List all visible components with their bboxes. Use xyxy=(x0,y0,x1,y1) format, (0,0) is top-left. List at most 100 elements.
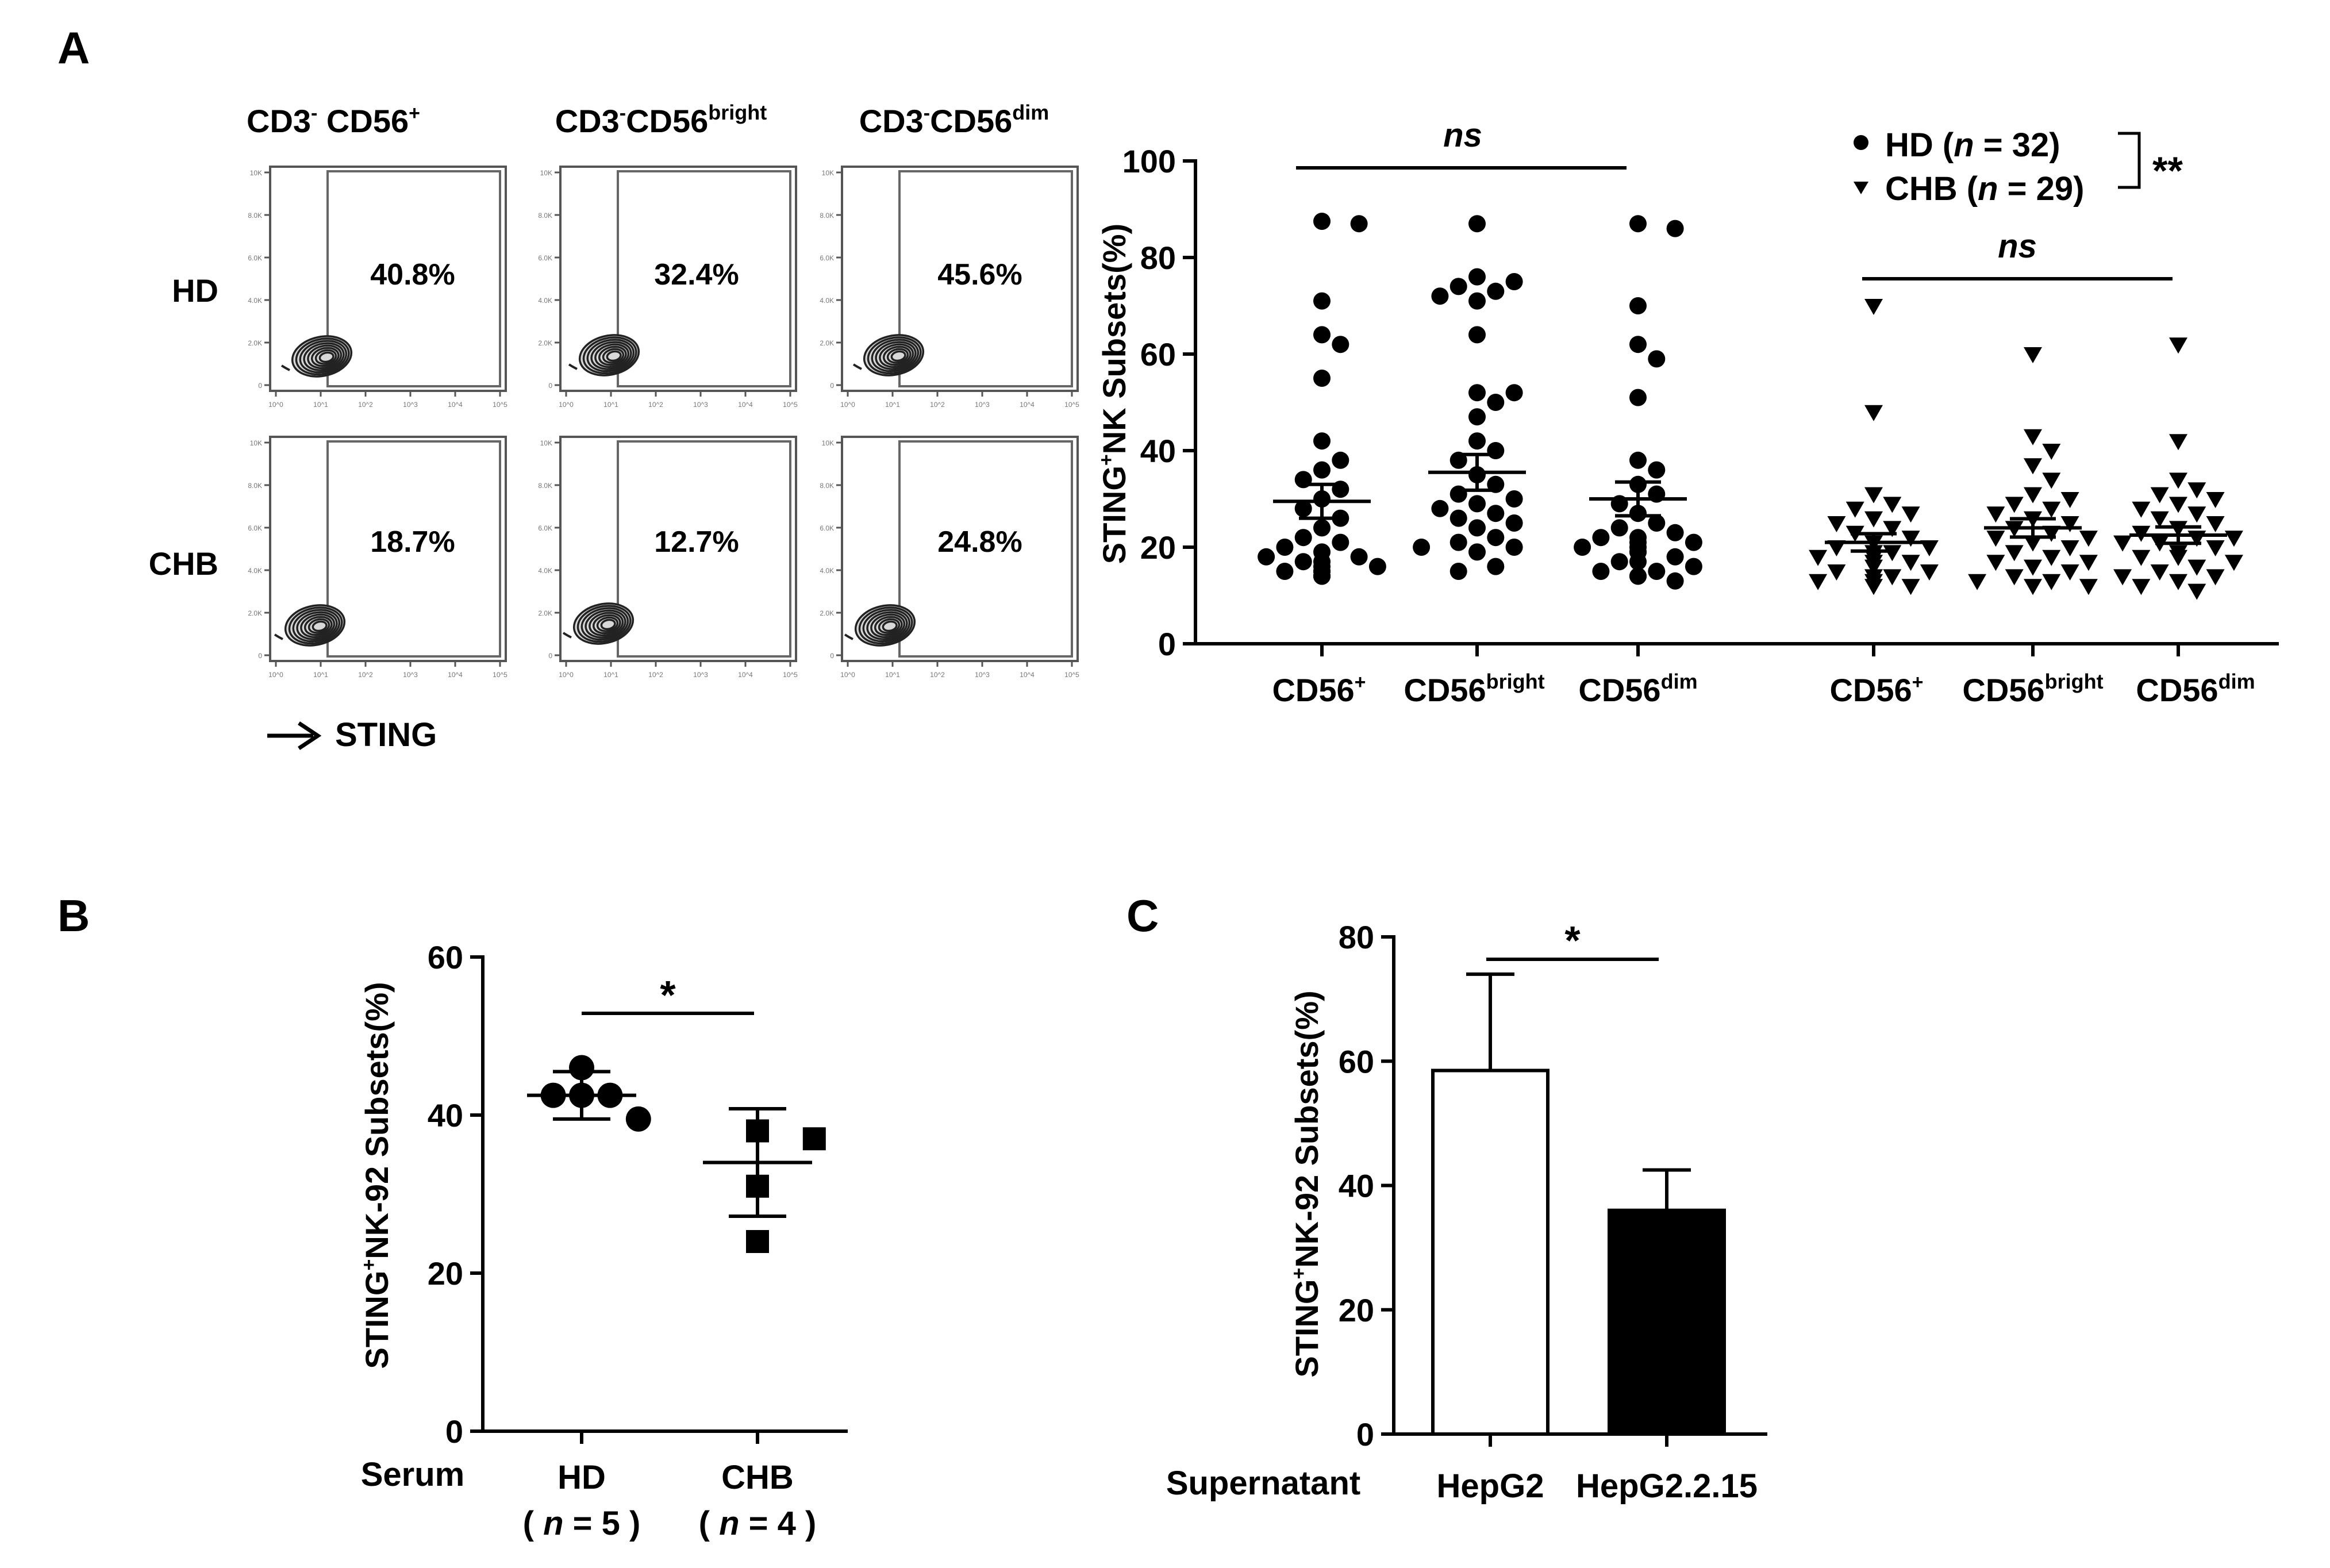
chart-a-hd-point xyxy=(1449,563,1467,580)
flow-x-tick-label: 10^3 xyxy=(693,671,708,679)
chart-a-hd-point xyxy=(1629,389,1647,406)
chart-a-chb-point xyxy=(2060,516,2079,532)
flow-y-tick-label: 8.0K xyxy=(248,482,262,490)
flow-gate xyxy=(898,170,1073,387)
legend-hd-marker xyxy=(1854,135,1868,150)
flow-y-tick-label: 0 xyxy=(830,652,834,660)
flow-contour xyxy=(852,334,925,376)
flow-x-tick-label: 10^2 xyxy=(648,401,663,409)
flow-contour xyxy=(568,334,640,376)
chart-a-hd-point xyxy=(1294,529,1312,547)
chart-a-hd-point xyxy=(1666,572,1684,590)
chart-c-y-tick-label: 60 xyxy=(1339,1043,1374,1079)
flow-x-tick-label: 10^4 xyxy=(738,401,753,409)
flow-y-tick-label: 8.0K xyxy=(538,212,552,220)
chart-c-bar-hepg2 xyxy=(1431,1069,1550,1436)
chart-a-chb-point xyxy=(2187,482,2206,499)
flow-y-tick-label: 6.0K xyxy=(538,254,552,262)
flow-percentage: 24.8% xyxy=(937,525,1022,559)
flow-x-tick-label: 10^5 xyxy=(1064,671,1079,679)
chart-a-chb-point xyxy=(1827,516,1846,532)
chart-a-chb-point xyxy=(1920,540,1939,556)
flow-plot-frame xyxy=(559,166,797,392)
chart-a-chb-point xyxy=(1901,506,1920,523)
flow-x-tick-label: 10^4 xyxy=(448,671,463,679)
chart-a-chb-point xyxy=(2024,347,2042,363)
chart-a-y-tick-label: 0 xyxy=(1158,626,1176,662)
flow-y-tick-label: 10K xyxy=(822,169,834,177)
flow-x-tick-label: 10^4 xyxy=(738,671,753,679)
chart-a-chb-point xyxy=(2150,487,2169,504)
chart-a-hd-point xyxy=(1505,273,1523,290)
flow-x-tick-label: 10^3 xyxy=(403,671,418,679)
chart-a-chb-point xyxy=(2060,540,2079,556)
chart-a-chb-point xyxy=(2042,549,2061,566)
chart-a-scatter: 0 20 40 60 80 100 xyxy=(1122,143,2279,662)
flow-column-header-cd56: CD3- CD56+ xyxy=(247,102,420,139)
chart-a-hd-point xyxy=(1313,461,1331,479)
chart-a-hd-point xyxy=(1350,215,1368,233)
chart-a-chb-point xyxy=(1845,501,1864,518)
chart-a-chb-point xyxy=(1827,540,1846,556)
chart-b-chb-point xyxy=(802,1127,826,1151)
flow-contour xyxy=(562,602,635,645)
flow-x-tick-label: 10^5 xyxy=(783,401,798,409)
sting-axis-label: STING xyxy=(335,716,437,754)
chart-a-chb-point xyxy=(2024,458,2042,475)
chart-b-chb-point xyxy=(746,1230,769,1253)
flow-plot-frame xyxy=(841,436,1079,662)
chart-a-chb-point xyxy=(2224,555,2243,571)
flow-y-tick-label: 0 xyxy=(548,652,552,660)
flow-plot-frame xyxy=(841,166,1079,392)
flow-x-tick-label: 10^5 xyxy=(1064,401,1079,409)
flow-y-tick-label: 2.0K xyxy=(820,339,834,347)
chart-a-hd-point xyxy=(1505,490,1523,508)
flow-column-header-cd56bright: CD3-CD56bright xyxy=(555,101,767,139)
flow-x-tick-label: 10^1 xyxy=(885,401,900,409)
chart-a-hd-point xyxy=(1629,567,1647,585)
chart-a-hd-point xyxy=(1468,268,1486,286)
chart-b-row-label: Serum xyxy=(361,1456,465,1493)
chart-a-chb-point xyxy=(1864,405,1883,421)
chart-b-group-n-hd: ( n = 5 ) xyxy=(523,1505,641,1542)
flow-y-tick-label: 0 xyxy=(830,382,834,390)
chart-a-hd-point xyxy=(1648,350,1666,368)
flow-y-tick-label: 0 xyxy=(258,652,262,660)
flow-y-tick-label: 6.0K xyxy=(820,254,834,262)
chart-a-hd-point xyxy=(1332,336,1349,353)
chart-a-chb-point xyxy=(2206,516,2225,532)
panel-letter-a: A xyxy=(57,22,90,73)
chart-b-group-label-chb: CHB xyxy=(721,1459,794,1496)
chart-a-hd-point xyxy=(1449,278,1467,295)
chart-a-hd-point xyxy=(1313,326,1331,344)
flow-column-header-cd56dim: CD3-CD56dim xyxy=(859,101,1049,139)
chart-a-category-label-hd-cd56bright: CD56bright xyxy=(1404,670,1544,708)
flow-y-tick-label: 6.0K xyxy=(248,254,262,262)
chart-a-hd-point xyxy=(1313,213,1331,230)
flow-y-tick-label: 2.0K xyxy=(538,609,552,617)
flow-gate xyxy=(617,440,791,658)
flow-y-tick-label: 6.0K xyxy=(820,524,834,532)
flow-x-tick-label: 10^2 xyxy=(648,671,663,679)
flow-x-tick-label: 10^0 xyxy=(559,401,574,409)
chart-b-scatter: 0 20 40 60 xyxy=(428,939,848,1450)
panel-letter-b: B xyxy=(57,890,90,941)
chart-c-y-axis-label: STING+NK-92 Subsets(%) xyxy=(1288,990,1325,1377)
chart-a-hd-point xyxy=(1487,282,1505,300)
flow-x-tick-label: 10^3 xyxy=(975,671,990,679)
chart-a-chb-point xyxy=(1809,549,1828,566)
flow-gate xyxy=(326,170,501,387)
chart-a-chb-point xyxy=(2024,535,2042,552)
chart-a-category-label-hd-cd56dim: CD56dim xyxy=(1578,670,1697,708)
chart-a-chb-point xyxy=(2024,559,2042,576)
chart-a-chb-point xyxy=(2206,569,2225,586)
chart-a-hd-ns-label: ns xyxy=(1443,117,1482,154)
chart-a-y-tick-label: 40 xyxy=(1140,433,1176,469)
flow-y-tick-label: 10K xyxy=(540,169,552,177)
flow-y-tick-label: 4.0K xyxy=(248,297,262,305)
chart-b-significance-label: * xyxy=(660,973,676,1017)
chart-a-hd-point xyxy=(1487,529,1505,547)
chart-a-chb-point xyxy=(2079,579,2098,595)
chart-a-hd-point xyxy=(1487,394,1505,411)
